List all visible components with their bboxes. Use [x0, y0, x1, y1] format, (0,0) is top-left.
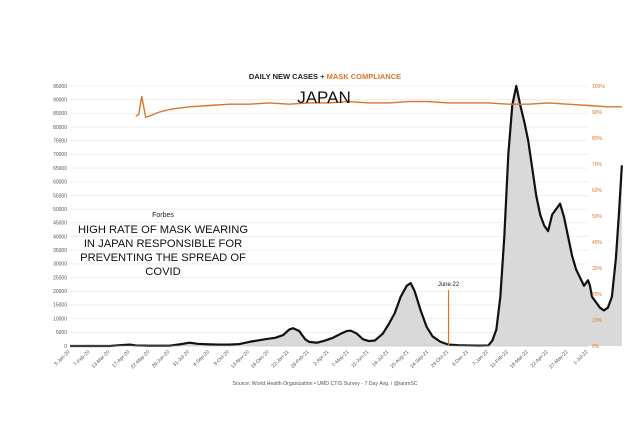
- chart-title: DAILY NEW CASES + MASK COMPLIANCE: [249, 72, 401, 81]
- y-right-tick-label: 80%: [592, 136, 603, 142]
- x-tick-label: 4-Sep-20: [192, 349, 211, 368]
- y-left-tick-label: 0: [64, 344, 67, 350]
- grid-layer: [70, 85, 588, 347]
- y-right-tick-label: 50%: [592, 214, 603, 220]
- x-tick-label: 11-Feb-22: [489, 349, 509, 369]
- x-tick-label: 7-Jan-22: [472, 349, 490, 367]
- y-right-tick-label: 20%: [592, 292, 603, 298]
- y-left-tick-label: 25000: [53, 275, 67, 281]
- annotation-headline-line: PREVENTING THE SPREAD OF: [80, 252, 246, 264]
- y-right-tick-label: 90%: [592, 110, 603, 116]
- x-tick-label: 9-Oct-20: [213, 349, 231, 367]
- annotation-headline-line: HIGH RATE OF MASK WEARING: [78, 224, 248, 236]
- annotation-layer: June 22 Forbes HIGH RATE OF MASK WEARING IN…: [78, 212, 460, 346]
- y-left-tick-label: 40000: [53, 234, 67, 240]
- y-left-tick-label: 50000: [53, 207, 67, 213]
- x-tick-label: 29-Oct-21: [430, 349, 450, 369]
- y-right-tick-label: 30%: [592, 266, 603, 272]
- x-tick-label: 7-Feb-20: [73, 349, 92, 368]
- annotation-publisher: Forbes: [152, 212, 174, 219]
- y-left-tick-label: 35000: [53, 248, 67, 254]
- y-left-tick-label: 65000: [53, 166, 67, 172]
- x-tick-label: 11-Jun-21: [350, 349, 370, 369]
- y-left-tick-label: 85000: [53, 111, 67, 117]
- x-tick-label: 2-Apr-21: [312, 349, 330, 367]
- y-left-tick-label: 95000: [53, 84, 67, 90]
- cases-area: [70, 86, 622, 346]
- title-cases: DAILY NEW CASES: [249, 72, 318, 81]
- y-left-tick-label: 60000: [53, 180, 67, 186]
- y-left-tick-label: 75000: [53, 139, 67, 145]
- title-separator: +: [318, 72, 327, 81]
- cases-area-layer: [70, 86, 622, 346]
- series-line-daily-new-cases: [70, 84, 623, 348]
- y-left-tick-label: 55000: [53, 193, 67, 199]
- series-line-mask-compliance: [135, 95, 622, 118]
- annotation-date-label: June 22: [438, 282, 460, 288]
- x-tick-label: 16-Jul-21: [371, 349, 390, 368]
- x-tick-label: 18-Dec-20: [250, 349, 271, 370]
- y-left-tick-label: 15000: [53, 303, 67, 309]
- y-right-tick-label: 100%: [592, 84, 605, 90]
- country-label: JAPAN: [297, 88, 351, 107]
- y-left-tick-label: 45000: [53, 221, 67, 227]
- x-tick-label: 22-Jan-21: [270, 349, 290, 369]
- x-tick-label: 26-Jun-20: [151, 349, 171, 369]
- x-tick-label: 17-Apr-20: [111, 349, 131, 369]
- y-left-tick-label: 80000: [53, 125, 67, 131]
- x-tick-label: 20-Aug-21: [389, 349, 410, 370]
- annotation-headline-line: IN JAPAN RESPONSIBLE FOR: [84, 238, 242, 250]
- y-left-tick-label: 30000: [53, 262, 67, 268]
- x-tick-label: 13-Mar-20: [91, 349, 112, 370]
- y-left-tick-label: 5000: [56, 330, 67, 336]
- x-tick-label: 7-May-21: [331, 349, 350, 368]
- x-tick-label: 3-Jan-20: [53, 349, 71, 367]
- source-note: Source: World Health Organization • UMD …: [232, 381, 417, 387]
- y-left-tick-label: 10000: [53, 316, 67, 322]
- annotation-headline-line: COVID: [145, 266, 180, 278]
- series-layer: [70, 84, 623, 348]
- y-right-tick-label: 40%: [592, 240, 603, 246]
- x-tick-label: 18-Mar-22: [509, 349, 530, 370]
- x-tick-label: 24-Sep-21: [409, 349, 430, 370]
- y-left-tick-label: 90000: [53, 97, 67, 103]
- y-right-tick-label: 60%: [592, 188, 603, 194]
- y-right-tick-label: 0%: [592, 344, 600, 350]
- x-tick-label: 27-May-22: [548, 349, 569, 370]
- y-left-tick-label: 20000: [53, 289, 67, 295]
- x-tick-label: 22-May-20: [130, 349, 151, 370]
- x-tick-label: 22-Apr-22: [530, 349, 550, 369]
- x-tick-label: 13-Nov-20: [230, 349, 251, 370]
- y-left-tick-label: 70000: [53, 152, 67, 158]
- x-tick-label: 1-Jul-22: [572, 349, 589, 366]
- y-right-tick-label: 70%: [592, 162, 603, 168]
- y-right-tick-label: 10%: [592, 318, 603, 324]
- x-tick-label: 3-Dec-21: [451, 349, 470, 368]
- title-mask: MASK COMPLIANCE: [327, 72, 402, 81]
- x-tick-label: 26-Feb-21: [290, 349, 311, 370]
- x-tick-label: 31-Jul-20: [172, 349, 191, 368]
